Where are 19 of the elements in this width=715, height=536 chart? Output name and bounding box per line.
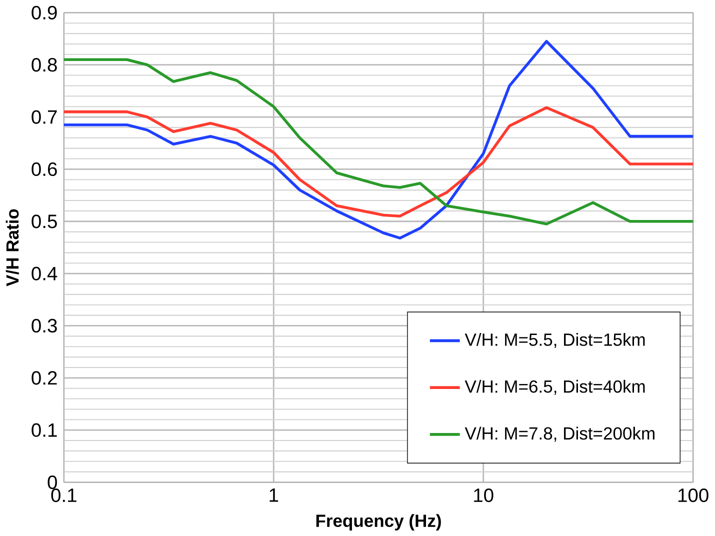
y-tick-label: 0.3 — [32, 318, 57, 332]
x-tick-label: 0.1 — [51, 488, 76, 502]
y-tick-label: 0.9 — [32, 6, 57, 20]
y-tick-label: 0.6 — [32, 162, 57, 176]
x-tick-label: 100 — [678, 488, 708, 502]
legend-label: V/H: M=6.5, Dist=40km — [464, 380, 645, 395]
x-tick-label: 10 — [474, 488, 494, 502]
x-axis-title: Frequency (Hz) — [316, 514, 441, 530]
legend-label: V/H: M=5.5, Dist=15km — [464, 332, 645, 348]
legend-label: V/H: M=7.8, Dist=200km — [464, 426, 654, 442]
y-tick-label: 0.2 — [32, 370, 57, 385]
x-tick-label: 1 — [270, 488, 278, 502]
y-tick-label: 0.7 — [32, 110, 57, 124]
y-tick-label: 0.5 — [32, 214, 57, 228]
y-tick-label: 0 — [48, 475, 57, 489]
y-tick-label: 0.4 — [32, 266, 58, 280]
y-tick-label: 0.8 — [32, 58, 57, 72]
y-axis-title: V/H Ratio — [6, 209, 19, 286]
y-tick-label: 0.1 — [32, 423, 57, 437]
